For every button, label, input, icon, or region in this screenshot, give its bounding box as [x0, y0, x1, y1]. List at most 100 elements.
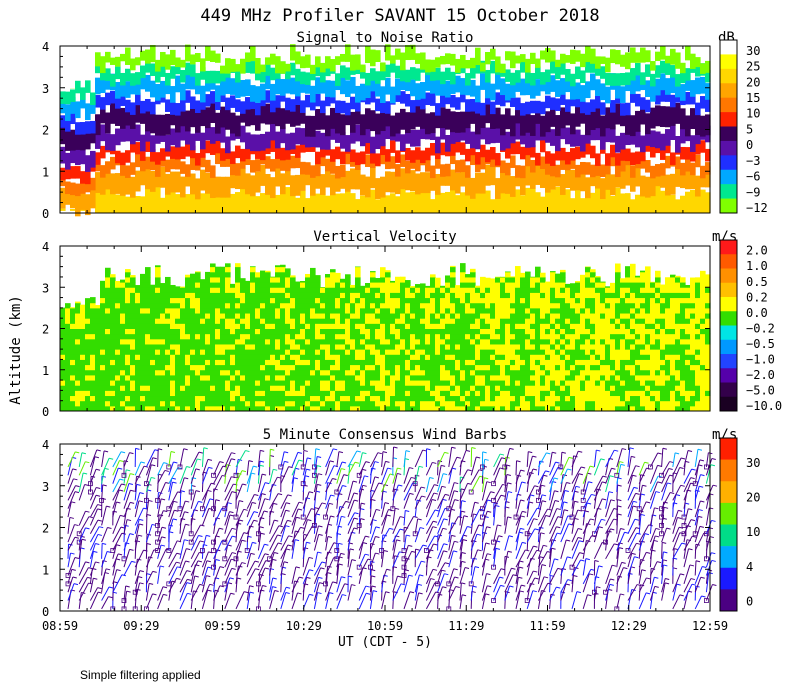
velocity-cell: [580, 276, 586, 283]
velocity-cell: [100, 395, 106, 402]
velocity-cell: [280, 264, 286, 268]
velocity-cell: [330, 390, 336, 397]
velocity-cell: [645, 374, 651, 381]
velocity-cell: [585, 297, 591, 304]
velocity-cell: [450, 302, 456, 309]
velocity-cell: [180, 338, 186, 345]
calm-marker: [121, 556, 127, 562]
velocity-cell: [590, 374, 596, 381]
velocity-cell: [465, 302, 471, 309]
velocity-cell: [265, 338, 271, 345]
velocity-cell: [670, 292, 676, 299]
snr-cell: [120, 174, 126, 196]
velocity-cell: [525, 380, 531, 386]
snr-cell: [615, 164, 621, 178]
velocity-cell: [190, 273, 196, 278]
snr-cell: [65, 91, 71, 105]
velocity-cell: [80, 395, 86, 402]
velocity-cell: [435, 338, 441, 345]
snr-cell: [70, 89, 76, 102]
velocity-cell: [510, 395, 516, 402]
velocity-cell: [450, 369, 456, 376]
snr-cell: [620, 86, 626, 103]
velocity-cell: [290, 276, 296, 283]
velocity-cell: [225, 338, 231, 345]
velocity-cell: [235, 302, 241, 309]
velocity-cell: [130, 359, 136, 366]
velocity-cell: [115, 323, 121, 329]
velocity-cell: [275, 323, 281, 329]
velocity-cell: [330, 318, 336, 324]
velocity-cell: [505, 364, 511, 371]
velocity-cell: [480, 359, 486, 366]
velocity-cell: [645, 287, 651, 293]
velocity-cell: [125, 276, 131, 283]
snr-cell: [695, 64, 701, 77]
snr-cell: [140, 65, 146, 79]
velocity-cell: [230, 328, 236, 335]
velocity-cell: [520, 354, 526, 360]
velocity-cell: [115, 374, 121, 381]
velocity-cell: [265, 369, 271, 376]
velocity-cell: [245, 395, 251, 402]
wind-barb-flag: [97, 504, 102, 507]
velocity-cell: [545, 287, 551, 293]
snr-cell: [410, 170, 416, 191]
snr-cell: [320, 132, 326, 150]
snr-cell: [465, 107, 471, 129]
snr-cell: [350, 149, 356, 163]
snr-cell: [265, 57, 271, 65]
snr-cell: [150, 63, 156, 76]
velocity-cell: [165, 374, 171, 381]
snr-cell: [110, 90, 116, 104]
velocity-cell: [150, 400, 156, 407]
velocity-cell: [245, 302, 251, 309]
velocity-cell: [195, 287, 201, 293]
snr-cell: [350, 126, 356, 144]
snr-cell: [355, 124, 361, 142]
snr-cell: [410, 44, 416, 60]
snr-cell: [240, 185, 246, 213]
velocity-cell: [195, 400, 201, 407]
snr-cell: [425, 159, 431, 172]
velocity-cell: [290, 374, 296, 381]
velocity-cell: [110, 385, 116, 391]
velocity-cell: [110, 338, 116, 345]
velocity-cell: [135, 292, 141, 299]
velocity-cell: [635, 338, 641, 345]
velocity-cell: [355, 349, 361, 355]
snr-cell: [655, 51, 661, 62]
velocity-cell: [460, 395, 466, 402]
velocity-cell: [590, 400, 596, 407]
snr-cell: [280, 108, 286, 130]
velocity-cell: [685, 318, 691, 324]
snr-cell: [500, 93, 506, 107]
snr-cell: [155, 164, 161, 177]
velocity-cell: [690, 369, 696, 376]
velocity-cell: [380, 374, 386, 381]
snr-cell: [155, 70, 161, 83]
wind-barb: [123, 591, 128, 609]
velocity-cell: [705, 282, 711, 288]
velocity-cell: [655, 359, 661, 366]
velocity-cell: [570, 359, 576, 366]
velocity-cell: [290, 292, 296, 299]
snr-cell: [350, 96, 356, 110]
velocity-cell: [605, 328, 611, 335]
velocity-cell: [135, 380, 141, 386]
velocity-cell: [285, 333, 291, 340]
snr-cell: [125, 47, 131, 65]
velocity-cell: [400, 385, 406, 391]
velocity-cell: [375, 405, 381, 412]
velocity-cell: [195, 343, 201, 350]
velocity-cell: [420, 283, 426, 288]
velocity-cell: [255, 380, 261, 386]
velocity-cell: [305, 323, 311, 329]
velocity-cell: [495, 323, 501, 329]
velocity-cell: [255, 323, 261, 329]
velocity-cell: [485, 354, 491, 360]
snr-cell: [250, 188, 256, 213]
snr-cell: [470, 65, 476, 79]
velocity-cell: [645, 276, 651, 283]
velocity-cell: [405, 390, 411, 397]
